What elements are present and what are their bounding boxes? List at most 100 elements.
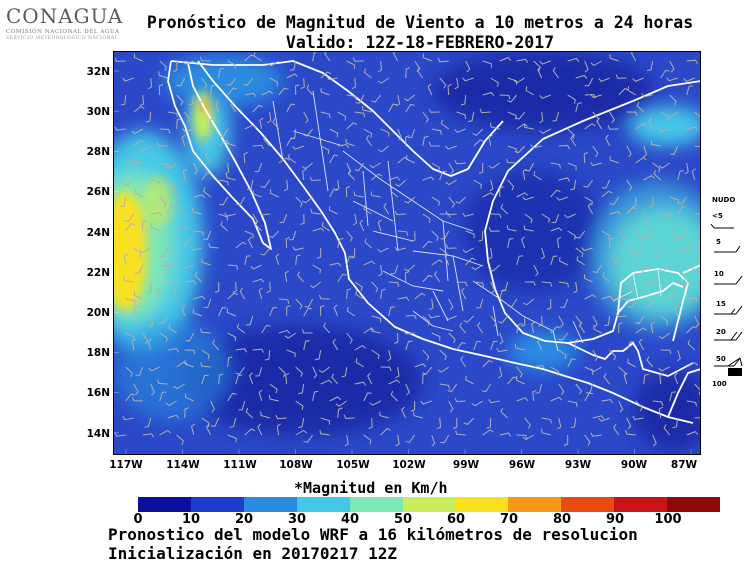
wind-barb: [260, 247, 271, 256]
wind-barb: [176, 361, 188, 368]
wind-barb: [660, 111, 669, 121]
wind-barb: [283, 179, 289, 192]
wind-barb: [378, 264, 383, 277]
wind-barb: [635, 264, 644, 274]
wind-barb: [422, 176, 435, 181]
wind-barb: [227, 60, 237, 70]
wind-barb: [244, 255, 251, 266]
wind-barb: [532, 389, 537, 402]
lon-label: 114W: [166, 459, 200, 471]
wind-barb: [264, 349, 271, 361]
wind-barb: [523, 298, 535, 306]
wind-barb: [263, 135, 271, 147]
wind-barb: [592, 415, 605, 420]
wind-barb: [413, 411, 423, 419]
wind-barb: [329, 128, 339, 138]
wind-barb: [125, 223, 135, 232]
wind-barb: [193, 162, 198, 175]
wind-barb: [244, 54, 256, 62]
wind-barb: [558, 177, 571, 182]
wind-barb: [609, 211, 622, 216]
wind-barb: [210, 84, 216, 96]
model-description: Pronostico del modelo WRF a 16 kilómetro…: [108, 525, 638, 544]
wind-barb: [257, 423, 263, 436]
wind-barb: [676, 349, 681, 362]
wind-barb: [300, 77, 305, 90]
wind-barb: [346, 230, 353, 242]
wind-barb: [341, 366, 348, 378]
wind-barb: [410, 400, 416, 412]
wind-barb: [649, 196, 654, 209]
barb-key-label: 50: [716, 355, 726, 363]
wind-barb: [471, 400, 483, 407]
colorbar-label: 80: [552, 512, 572, 527]
wind-barb: [472, 128, 484, 136]
wind-barb: [383, 202, 390, 215]
conagua-logo: CONAGUA COMISIÓN NACIONAL DEL AGUA SERVI…: [6, 6, 124, 42]
wind-barb: [650, 321, 655, 334]
wind-barb: [590, 432, 602, 437]
wind-barb: [473, 281, 485, 288]
wind-barb: [156, 287, 161, 300]
wind-barb: [666, 111, 678, 118]
wind-barb: [139, 94, 145, 107]
wind-barb: [236, 196, 246, 206]
wind-barb: [184, 239, 193, 249]
wind-barb: [133, 305, 139, 317]
wind-barb: [414, 292, 426, 300]
lon-label: 96W: [508, 459, 536, 471]
wind-barb: [533, 364, 546, 370]
wind-barb: [123, 276, 134, 283]
wind-barb: [285, 236, 291, 249]
wind-barb: [422, 111, 429, 123]
map-title: Pronóstico de Magnitud de Viento a 10 me…: [146, 13, 694, 32]
wind-barb: [247, 236, 254, 249]
yucatan-coast: [617, 268, 689, 342]
lon-label: 87W: [670, 459, 698, 471]
wind-barb: [428, 141, 440, 147]
wind-barb: [641, 264, 653, 269]
wind-barb: [476, 298, 484, 309]
lon-label: 99W: [452, 459, 480, 471]
wind-barb: [369, 162, 381, 169]
wind-barb: [460, 94, 467, 106]
wind-barb: [250, 264, 262, 270]
baja-california-west-coast: [167, 60, 264, 244]
wind-barb: [626, 179, 633, 192]
wind-barb: [440, 230, 450, 240]
wind-barb: [573, 281, 578, 294]
wind-barb: [201, 172, 212, 181]
wind-barb: [258, 211, 270, 216]
wind-barb: [684, 162, 689, 175]
wind-barb: [190, 246, 202, 251]
tehuantepec-zone: [508, 331, 578, 371]
wind-barb: [533, 171, 542, 181]
wind-barb: [218, 307, 227, 317]
colorbar-swatch: [243, 497, 297, 512]
wind-barb: [355, 358, 364, 368]
wind-barb: [388, 306, 395, 317]
lon-label: 90W: [620, 459, 648, 471]
wind-barb: [461, 287, 467, 300]
wind-barb: [524, 213, 533, 224]
wind-barb: [520, 316, 526, 327]
wind-barb: [131, 396, 143, 402]
wind-barb: [570, 134, 577, 147]
wind-barb: [405, 67, 411, 79]
wind-barb: [564, 213, 576, 219]
wind-barb: [524, 281, 536, 286]
wind-barb: [476, 322, 484, 334]
wind-barb: [454, 160, 466, 165]
wind-barb: [448, 332, 456, 344]
wind-barb: [370, 191, 381, 198]
wind-barb: [252, 348, 264, 353]
wind-barb: [663, 424, 671, 436]
wind-barb: [377, 77, 389, 84]
wind-barb: [298, 383, 305, 395]
wind-barb: [395, 434, 400, 447]
wind-barb: [558, 332, 569, 341]
lat-label: 16N: [86, 387, 110, 399]
wind-barb: [581, 247, 593, 252]
wind-barb: [567, 358, 576, 368]
wind-barb: [575, 247, 584, 258]
